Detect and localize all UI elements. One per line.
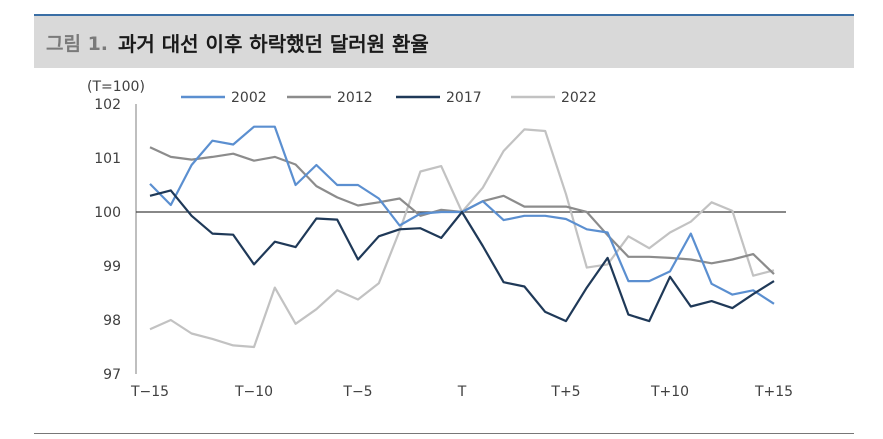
legend: 2002 2012 2017 2022 [181, 90, 597, 106]
legend-label-2012: 2012 [337, 90, 373, 106]
series-lines [149, 125, 775, 349]
y-unit-label: (T=100) [87, 79, 145, 95]
y-tick-label: 98 [103, 313, 121, 329]
legend-label-2017: 2017 [446, 90, 482, 106]
x-tick-label: T+5 [550, 384, 580, 400]
x-tick-label: T−10 [234, 384, 273, 400]
series-line-2017 [149, 189, 775, 323]
figure-title: 과거 대선 이후 하락했던 달러원 환율 [118, 31, 429, 56]
series-line-2022 [149, 128, 775, 349]
x-tick-label: T−5 [342, 384, 372, 400]
figure-header: 그림 1. 과거 대선 이후 하락했던 달러원 환율 [34, 16, 854, 68]
y-tick-label: 99 [103, 259, 121, 275]
y-tick-label: 100 [94, 205, 121, 221]
y-tick-label: 102 [94, 97, 121, 113]
x-tick-label: T+15 [754, 384, 793, 400]
y-tick-label: 97 [103, 367, 121, 383]
x-tick-label: T [457, 384, 467, 400]
series-line-2002 [149, 125, 775, 305]
top-rule [34, 14, 854, 16]
y-tick-label: 101 [94, 151, 121, 167]
legend-label-2022: 2022 [561, 90, 597, 106]
y-tick-labels: 97 98 99 100 101 102 [94, 97, 121, 383]
x-tick-label: T−15 [130, 384, 169, 400]
x-tick-labels: T−15 T−10 T−5 T T+5 T+10 T+15 [130, 384, 793, 400]
x-tick-label: T+10 [650, 384, 689, 400]
figure-number: 그림 1. [46, 32, 109, 55]
bottom-rule [34, 433, 854, 434]
legend-label-2002: 2002 [231, 90, 267, 106]
